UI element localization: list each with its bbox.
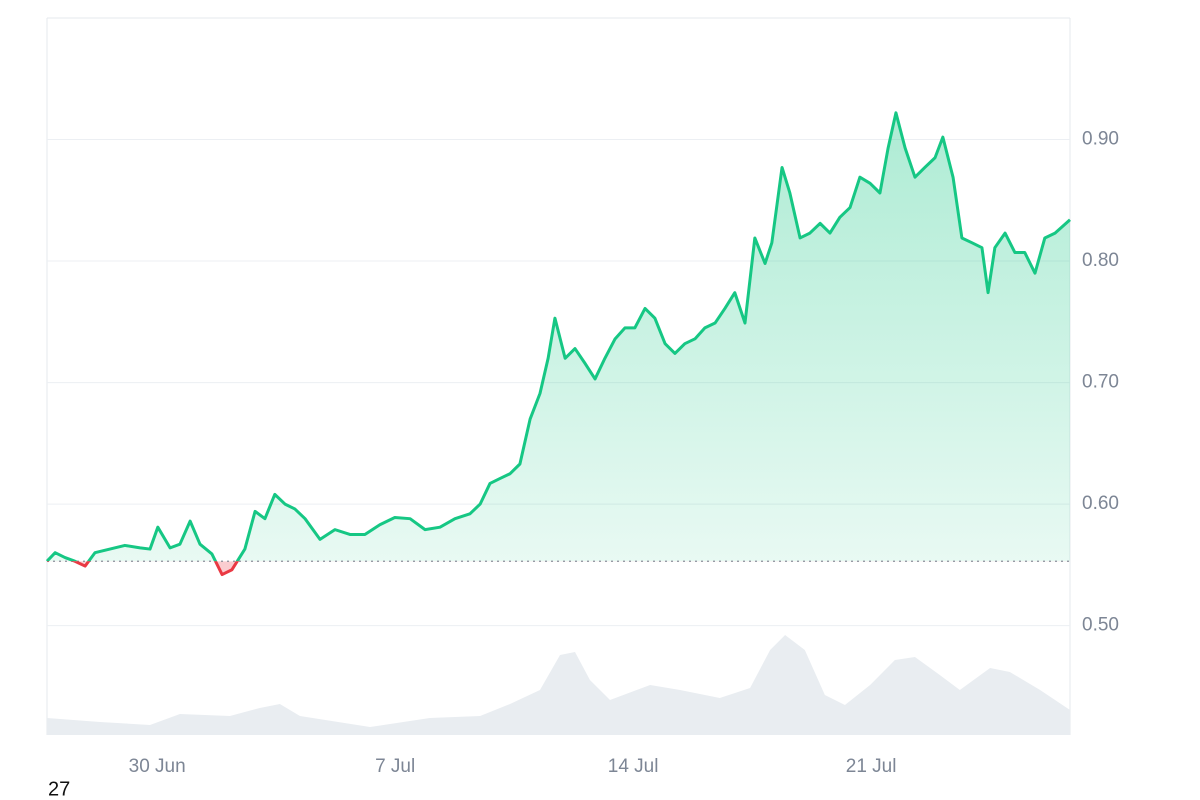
volume-area xyxy=(47,635,1070,735)
annotation: 27 xyxy=(48,778,70,800)
y-tick-label: 0.70 xyxy=(1082,372,1119,393)
price-line xyxy=(45,111,1071,562)
x-tick-label: 21 Jul xyxy=(846,756,897,777)
x-tick-label: 14 Jul xyxy=(608,756,659,777)
price-line-below xyxy=(46,561,240,577)
area-fill xyxy=(47,112,1070,562)
x-tick-label: 7 Jul xyxy=(375,756,415,777)
x-tick-label: 30 Jun xyxy=(129,756,186,777)
y-tick-label: 0.50 xyxy=(1082,615,1119,636)
y-tick-label: 0.80 xyxy=(1082,250,1119,271)
y-tick-label: 0.90 xyxy=(1082,129,1119,150)
y-tick-label: 0.60 xyxy=(1082,493,1119,514)
